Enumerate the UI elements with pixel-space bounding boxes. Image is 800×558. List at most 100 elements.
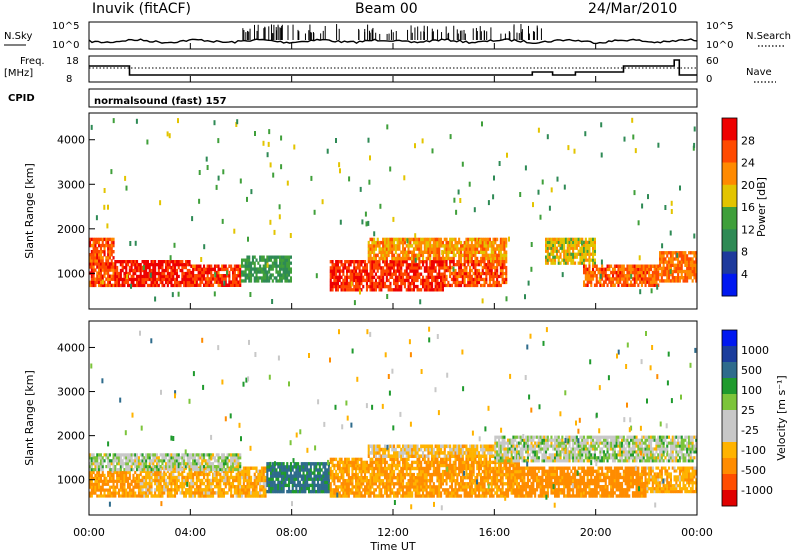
range-cell (169, 456, 171, 459)
range-cell (129, 278, 131, 281)
scatter-cell (368, 138, 370, 143)
range-cell (208, 465, 210, 468)
range-cell (608, 277, 610, 281)
range-cell (248, 482, 250, 485)
range-cell (288, 490, 290, 493)
scatter-cell (279, 214, 281, 219)
range-cell (225, 459, 227, 462)
range-cell (426, 238, 428, 242)
range-cell (688, 257, 690, 260)
range-cell (199, 488, 201, 491)
range-cell (384, 464, 386, 467)
range-cell (424, 269, 426, 272)
range-cell (420, 247, 422, 251)
range-cell (152, 494, 154, 497)
range-cell (464, 263, 466, 266)
range-cell (465, 266, 467, 269)
range-cell (415, 276, 417, 279)
range-cell (335, 488, 337, 491)
range-cell (384, 244, 386, 248)
range-cell (118, 468, 120, 471)
range-cell (93, 492, 95, 495)
range-cell (279, 273, 281, 276)
range-cell (102, 241, 104, 244)
range-cell (397, 467, 399, 470)
range-cell (230, 485, 232, 488)
range-cell (482, 266, 484, 269)
range-cell (102, 265, 104, 268)
range-cell (588, 256, 590, 259)
range-cell (585, 284, 587, 288)
range-cell (496, 266, 498, 269)
colorbar-cell (722, 163, 737, 186)
range-cell (368, 241, 370, 245)
range-cell (232, 470, 234, 473)
range-cell (134, 471, 136, 474)
range-cell (189, 284, 191, 287)
range-cell (326, 471, 328, 474)
range-cell (592, 256, 594, 259)
range-cell (212, 494, 214, 497)
range-cell (230, 465, 232, 468)
range-cell (648, 274, 650, 278)
range-cell (96, 278, 98, 281)
range-cell (496, 263, 498, 266)
range-cell (672, 251, 674, 254)
range-cell (131, 459, 133, 462)
range-cell (254, 491, 256, 494)
range-cell (151, 453, 153, 456)
range-cell (236, 491, 238, 494)
range-cell (170, 491, 172, 494)
range-cell (332, 461, 334, 464)
range-cell (122, 474, 124, 477)
range-cell (438, 254, 440, 258)
range-cell (248, 467, 250, 470)
range-cell (585, 238, 587, 241)
range-cell (460, 257, 462, 261)
range-cell (364, 485, 366, 488)
range-cell (219, 277, 221, 281)
range-cell (435, 251, 437, 255)
range-cell (639, 268, 641, 272)
range-cell (402, 482, 404, 485)
range-cell (648, 277, 650, 281)
range-cell (154, 275, 156, 278)
range-cell (281, 468, 283, 471)
range-cell (643, 271, 645, 275)
range-cell (174, 281, 176, 284)
range-cell (178, 473, 180, 476)
range-cell (270, 490, 272, 493)
range-cell (288, 270, 290, 273)
range-cell (427, 279, 429, 282)
range-cell (187, 269, 189, 272)
range-cell (422, 282, 424, 285)
range-cell (473, 254, 475, 258)
range-cell (398, 241, 400, 245)
range-cell (237, 491, 239, 494)
range-cell (400, 467, 402, 470)
range-cell (503, 238, 505, 242)
range-cell (612, 268, 614, 272)
range-cell (503, 251, 505, 255)
range-cell (435, 247, 437, 251)
range-cell (138, 474, 140, 477)
range-cell (236, 274, 238, 278)
range-cell (279, 259, 281, 262)
range-cell (398, 238, 400, 242)
range-cell (350, 464, 352, 467)
range-cell (104, 265, 106, 268)
range-cell (482, 272, 484, 275)
range-cell (626, 271, 628, 275)
scatter-cell (351, 282, 353, 287)
range-cell (216, 482, 218, 485)
range-cell (142, 462, 144, 465)
range-cell (105, 494, 107, 497)
range-cell (230, 491, 232, 494)
range-cell (205, 467, 207, 470)
scatter-cell (218, 176, 220, 181)
range-cell (151, 269, 153, 272)
range-cell (169, 479, 171, 482)
range-cell (370, 476, 372, 479)
scatter-cell (96, 215, 98, 220)
